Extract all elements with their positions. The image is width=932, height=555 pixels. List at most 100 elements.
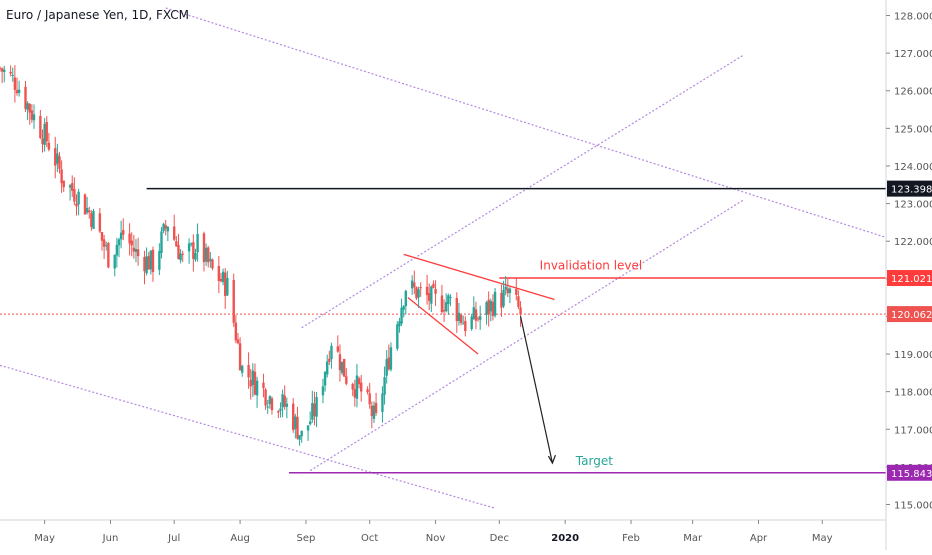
price-tag-invalidation [887, 270, 932, 287]
candle-body [160, 231, 163, 253]
candle-body [478, 316, 482, 320]
candle-body [234, 322, 238, 341]
candle-body [370, 405, 374, 417]
candle-body [292, 403, 295, 430]
candle-body [196, 233, 199, 253]
candle-body [330, 345, 333, 360]
candle-body [326, 361, 329, 375]
y-tick-label: 115.000 [894, 500, 932, 511]
x-tick-label: Nov [426, 533, 446, 544]
price-tag-label-last: 120.062 [891, 310, 932, 321]
candle-body [502, 289, 505, 307]
candle-body [179, 253, 182, 261]
y-tick-label: 118.000 [894, 388, 932, 399]
candle-body [73, 189, 76, 202]
candle-body [404, 290, 408, 307]
candle-body [149, 250, 153, 270]
candle-body [385, 359, 388, 376]
candle-body [447, 295, 450, 305]
candle-body [211, 259, 214, 269]
candle-body [459, 314, 463, 323]
candle-body [43, 123, 46, 146]
y-tick-label: 117.000 [894, 425, 932, 436]
candle-body [457, 312, 461, 321]
candle-body [164, 225, 167, 229]
candle-body [217, 265, 221, 281]
candle-body [26, 103, 29, 110]
descending-channel-upper [165, 7, 887, 239]
candle-body [309, 421, 312, 425]
candle-body [77, 191, 80, 205]
candle-body [270, 398, 274, 411]
candle-body [283, 395, 286, 407]
candle-body [219, 278, 223, 282]
candle-body [432, 283, 435, 288]
candle-body [241, 365, 244, 373]
candle-body [381, 393, 384, 412]
y-tick-label: 126.000 [894, 87, 932, 98]
candles-layer [0, 65, 522, 446]
candle-body [117, 239, 121, 246]
x-tick-label: Apr [750, 533, 768, 544]
candle-body [519, 307, 522, 315]
candle-body [359, 382, 363, 392]
candle-body [504, 286, 507, 290]
candle-body [15, 90, 19, 94]
y-tick-label: 123.000 [894, 200, 932, 211]
candle-body [249, 380, 252, 387]
candle-body [279, 408, 282, 411]
candle-body [207, 247, 210, 263]
candle-body [262, 382, 265, 389]
candle-body [515, 289, 518, 295]
candle-body [517, 296, 520, 307]
candle-body [402, 306, 405, 310]
candle-body [247, 364, 250, 378]
candle-body [508, 288, 512, 293]
invalidation-label: Invalidation level [540, 258, 643, 272]
candle-body [417, 289, 420, 298]
wedge-upper [403, 253, 555, 301]
candle-body [238, 343, 242, 371]
candle-body [266, 406, 269, 408]
candle-body [493, 291, 497, 316]
candle-body [455, 297, 459, 322]
candle-body [187, 243, 191, 252]
candle-body [68, 185, 72, 188]
candle-body [419, 287, 422, 289]
candle-body [470, 316, 473, 330]
candle-body [75, 203, 78, 207]
candle-body [181, 253, 184, 255]
candle-body [151, 249, 155, 273]
candle-body [444, 302, 448, 312]
target-label: Target [575, 454, 613, 468]
descending-channel-lower [0, 364, 496, 509]
chart-title: Euro / Japanese Yen, 1D, FXCM [6, 8, 190, 22]
candle-body [311, 403, 314, 420]
candle-body [145, 256, 148, 274]
candle-body [232, 279, 235, 323]
x-tick-label: May [812, 533, 833, 544]
price-tag-target [887, 464, 932, 481]
ascending-channel-lower [309, 199, 744, 472]
candle-body [204, 247, 208, 262]
candle-body [162, 223, 165, 232]
candle-body [253, 371, 257, 395]
wedge-lower [407, 297, 479, 355]
candle-body [425, 286, 429, 296]
candle-body [90, 213, 93, 227]
candle-body [400, 307, 403, 324]
candle-body [45, 121, 48, 142]
candle-body [506, 288, 510, 294]
candle-body [472, 307, 476, 319]
candle-body [62, 180, 65, 188]
candle-body [105, 245, 108, 247]
candle-body [430, 286, 433, 304]
candle-body [351, 383, 354, 390]
candle-body [268, 396, 272, 405]
x-tick-label: Mar [683, 533, 703, 544]
candle-body [13, 77, 17, 90]
candle-body [132, 247, 136, 252]
candle-body [194, 252, 197, 260]
